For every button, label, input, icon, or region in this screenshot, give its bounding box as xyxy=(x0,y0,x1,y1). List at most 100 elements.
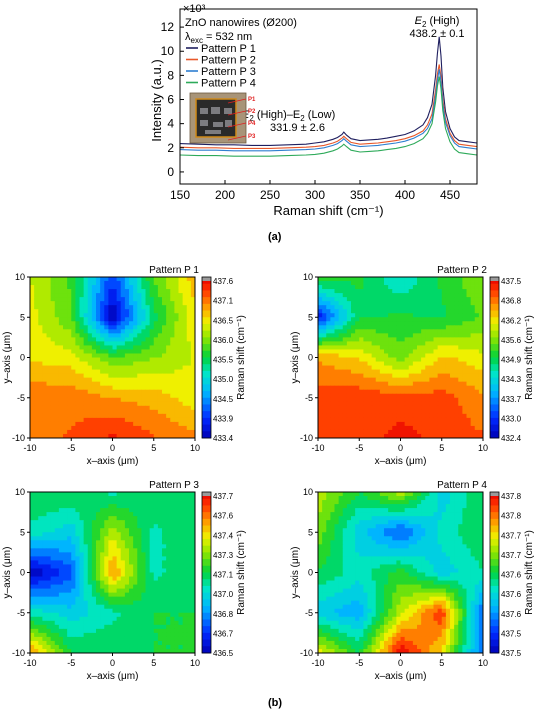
heatmap-cell xyxy=(34,329,39,334)
heatmap-cell xyxy=(417,341,422,346)
heatmap-cell xyxy=(359,389,364,395)
heatmap-cell xyxy=(157,636,163,642)
heatmap-cell xyxy=(441,401,447,407)
heatmap-cell xyxy=(166,301,171,306)
heatmap-cell xyxy=(412,289,418,294)
heatmap-cell xyxy=(96,544,101,549)
heatmap-cell xyxy=(124,425,130,431)
heatmap-cell xyxy=(379,405,385,411)
heatmap-cell xyxy=(170,385,175,391)
heatmap-cell xyxy=(145,433,151,439)
heatmap-cell xyxy=(91,584,97,590)
heatmap-cell xyxy=(42,532,47,537)
heatmap-cell xyxy=(342,285,348,290)
heatmap-cell xyxy=(445,341,451,346)
heatmap-cell xyxy=(34,604,39,610)
heatmap-cell xyxy=(425,301,430,306)
heatmap-cell xyxy=(408,313,414,318)
heatmap-cell xyxy=(178,421,184,427)
heatmap-cell xyxy=(157,413,163,419)
heatmap-cell xyxy=(104,389,109,395)
heatmap-cell xyxy=(38,289,43,294)
heatmap-cell xyxy=(87,373,93,379)
colorbar-tick-label: 432.4 xyxy=(501,434,522,443)
heatmap-cell xyxy=(96,321,101,326)
heatmap-cell xyxy=(42,405,47,411)
heatmap-cell xyxy=(116,568,122,573)
heatmap-cell xyxy=(120,337,126,342)
heatmap-cell xyxy=(166,500,171,505)
heatmap-cell xyxy=(396,349,401,354)
heatmap-cell xyxy=(174,636,179,642)
heatmap-cell xyxy=(145,564,151,569)
heatmap-cell xyxy=(112,297,118,302)
heatmap-cell xyxy=(116,648,122,654)
heatmap-cell xyxy=(42,309,47,314)
heatmap-cell xyxy=(478,281,484,286)
heatmap-cell xyxy=(100,536,105,541)
heatmap-cell xyxy=(170,293,175,298)
heatmap-cell xyxy=(124,588,130,594)
heatmap-cell xyxy=(351,429,356,435)
heatmap-cell xyxy=(371,293,377,298)
heatmap-cell xyxy=(124,353,130,358)
heatmap-cell xyxy=(112,540,118,545)
heatmap-cell xyxy=(322,417,327,423)
heatmap-cell xyxy=(104,572,109,577)
heatmap-cell xyxy=(116,281,122,286)
heatmap-cell xyxy=(182,640,188,646)
heatmap-cell xyxy=(129,568,134,573)
heatmap-cell xyxy=(170,584,175,590)
heatmap-cell xyxy=(34,512,39,517)
heatmap-cell xyxy=(470,341,476,346)
heatmap-cell xyxy=(170,381,175,387)
heatmap-cell xyxy=(346,309,352,314)
heatmap-cell xyxy=(330,433,335,439)
heatmap-cell xyxy=(182,373,188,379)
heatmap-cell xyxy=(42,520,47,525)
heatmap-cell xyxy=(120,516,126,521)
heatmap-cell xyxy=(433,397,439,403)
heatmap-cell xyxy=(429,309,434,314)
heatmap-cell xyxy=(129,604,134,610)
heatmap-cell xyxy=(104,568,109,573)
heatmap-cell xyxy=(462,321,467,326)
heatmap-cell xyxy=(124,544,130,549)
heatmap-cell xyxy=(190,552,196,557)
heatmap-cell xyxy=(162,325,167,330)
heatmap-cell xyxy=(162,277,167,282)
heatmap-cell xyxy=(120,596,126,602)
heatmap-cell xyxy=(153,397,159,403)
heatmap-cell xyxy=(322,289,327,294)
heatmap-cell xyxy=(91,357,97,362)
heatmap-cell xyxy=(112,508,118,513)
heatmap-cell xyxy=(322,325,327,330)
heatmap-cell xyxy=(112,321,118,326)
heatmap-cell xyxy=(170,281,175,286)
heatmap-cell xyxy=(71,596,76,602)
colorbar-segment xyxy=(202,337,211,345)
heatmap-cell xyxy=(470,369,476,374)
heatmap-cell xyxy=(351,301,356,306)
heatmap-cell xyxy=(38,353,43,358)
heatmap-cell xyxy=(141,333,146,338)
heatmap-cell xyxy=(174,604,179,610)
heatmap-cell xyxy=(367,337,373,342)
heatmap-cell xyxy=(379,313,385,318)
heatmap-cell xyxy=(133,636,138,642)
heatmap-cell xyxy=(425,381,430,387)
heatmap-cell xyxy=(100,429,105,435)
heatmap-cell xyxy=(157,381,163,387)
heatmap-cell xyxy=(425,365,430,370)
heatmap-cell xyxy=(46,532,52,537)
heatmap-cell xyxy=(478,369,484,374)
heatmap-cell xyxy=(38,389,43,395)
heatmap-cell xyxy=(174,305,179,310)
heatmap-cell xyxy=(433,337,439,342)
heatmap-cell xyxy=(375,281,381,286)
heatmap-cell xyxy=(108,277,113,282)
heatmap-cell xyxy=(141,321,146,326)
heatmap-cell xyxy=(104,516,109,521)
heatmap-cell xyxy=(346,361,352,366)
heatmap-cell xyxy=(433,293,439,298)
